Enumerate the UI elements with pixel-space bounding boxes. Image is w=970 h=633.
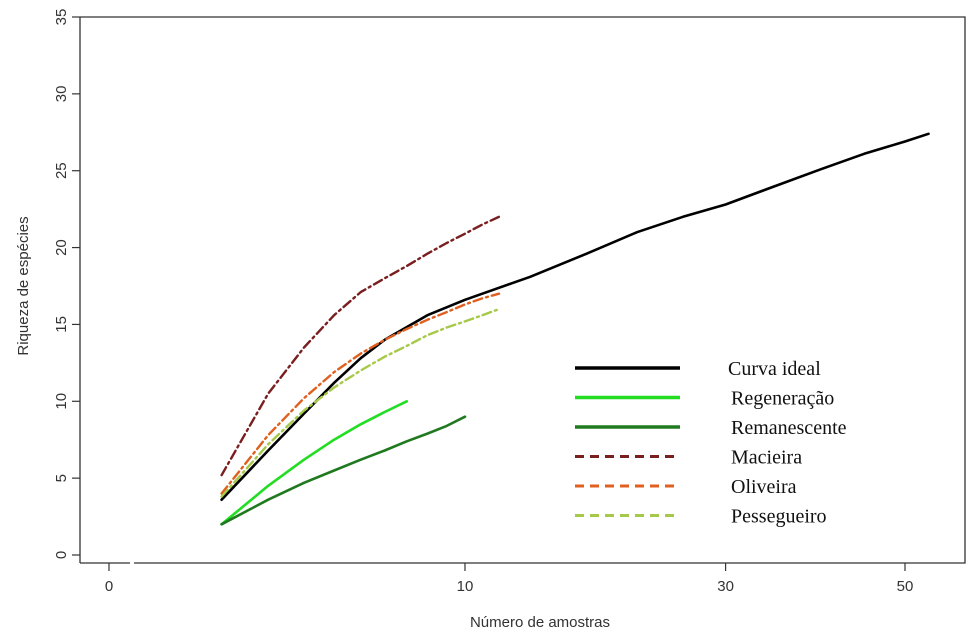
y-axis-title: Riqueza de espécies bbox=[15, 216, 32, 355]
series-line-3 bbox=[220, 415, 467, 526]
legend-label: Macieira bbox=[731, 447, 802, 469]
legend-label: Remanescente bbox=[731, 417, 847, 439]
axes: 0 5 10 15 20 25 30 35 0 10 30 50 bbox=[53, 9, 966, 595]
series-line-2 bbox=[220, 399, 409, 526]
series-line-4 bbox=[220, 215, 501, 477]
x-axis-title: Número de amostras bbox=[470, 614, 610, 631]
x-tick-label: 30 bbox=[717, 578, 734, 595]
legend-label: Pessegueiro bbox=[731, 506, 827, 528]
series-line-6 bbox=[220, 307, 501, 498]
y-tick-label: 0 bbox=[53, 551, 70, 559]
legend-label: Curva ideal bbox=[728, 358, 821, 380]
legend: Curva ideal Regeneração Remanescente Maciei… bbox=[575, 358, 847, 528]
x-tick-label: 10 bbox=[457, 578, 474, 595]
y-tick-label: 10 bbox=[53, 393, 70, 410]
series-lines bbox=[220, 132, 930, 526]
plot-frame bbox=[80, 16, 966, 564]
y-tick-label: 35 bbox=[53, 9, 70, 26]
x-tick-label: 50 bbox=[897, 578, 914, 595]
y-tick-label: 15 bbox=[53, 316, 70, 333]
y-tick-label: 30 bbox=[53, 86, 70, 103]
series-line-1 bbox=[220, 132, 930, 502]
y-tick-label: 20 bbox=[53, 239, 70, 256]
x-tick-label: 0 bbox=[105, 578, 113, 595]
y-tick-label: 5 bbox=[53, 474, 70, 482]
y-tick-label: 25 bbox=[53, 162, 70, 179]
series-line-5 bbox=[220, 292, 501, 495]
legend-label: Regeneração bbox=[731, 388, 834, 410]
legend-label: Oliveira bbox=[731, 476, 797, 498]
